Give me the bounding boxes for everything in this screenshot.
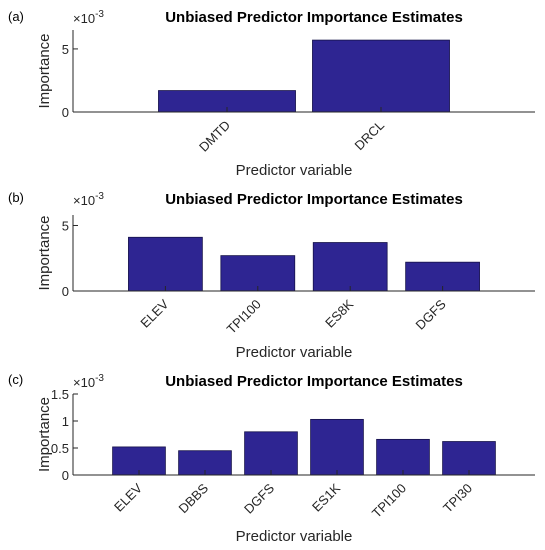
y-tick-label: 0	[62, 105, 69, 120]
bar-es8k	[312, 242, 388, 292]
y-exponent: ×10-3	[73, 9, 104, 26]
panel-label-c: (c)	[8, 372, 24, 387]
x-tick-label-elev: ELEV	[111, 480, 145, 514]
x-tick-label-tpi100: TPI100	[224, 297, 264, 337]
y-tick-label: 0.5	[51, 441, 69, 456]
y-tick-label: 5	[62, 42, 69, 57]
bar-es1k	[310, 418, 364, 476]
y-tick-label: 1	[62, 414, 69, 429]
y-tick-label: 1.5	[51, 387, 69, 402]
x-tick-label-es1k: ES1K	[309, 480, 343, 514]
x-tick-label-drcl: DRCL	[351, 118, 387, 154]
bar-dgfs	[244, 431, 298, 476]
panel-label-b: (b)	[8, 190, 24, 205]
x-tick-label-dgfs: DGFS	[241, 480, 277, 516]
chart-c: Unbiased Predictor Importance Estimates ×…	[36, 373, 535, 545]
y-axis-label: Importance	[36, 33, 53, 108]
x-tick-label-elev: ELEV	[137, 296, 171, 330]
chart-title: Unbiased Predictor Importance Estimates	[165, 373, 463, 390]
x-tick-label-dmtd: DMTD	[196, 118, 233, 155]
x-tick-label-dbbs: DBBS	[175, 480, 211, 516]
x-tick-label-tpi100: TPI100	[369, 481, 409, 521]
y-tick-label: 0	[62, 284, 69, 299]
y-exponent: ×10-3	[73, 191, 104, 208]
bar-elev	[128, 236, 203, 292]
x-tick-label-tpi30: TPI30	[440, 481, 475, 516]
chart-title: Unbiased Predictor Importance Estimates	[165, 9, 463, 26]
y-tick-label: 0	[62, 468, 69, 483]
y-axis-label: Importance	[36, 397, 53, 472]
chart-title: Unbiased Predictor Importance Estimates	[165, 191, 463, 208]
bar-tpi100	[376, 438, 430, 476]
x-axis-label: Predictor variable	[236, 162, 353, 179]
y-axis-label: Importance	[36, 215, 53, 290]
y-tick-label: 5	[62, 218, 69, 233]
bar-tpi30	[442, 441, 496, 476]
x-tick-label-dgfs: DGFS	[413, 296, 449, 332]
panel-label-a: (a)	[8, 9, 24, 24]
chart-b: Unbiased Predictor Importance Estimates ×…	[36, 191, 535, 361]
bar-drcl	[312, 39, 450, 113]
bar-tpi100	[220, 255, 296, 292]
y-exponent: ×10-3	[73, 373, 104, 390]
x-tick-label-es8k: ES8K	[322, 296, 356, 330]
x-axis-label: Predictor variable	[236, 528, 353, 545]
x-axis-label: Predictor variable	[236, 344, 353, 361]
chart-a: Unbiased Predictor Importance Estimates ×…	[36, 9, 535, 179]
